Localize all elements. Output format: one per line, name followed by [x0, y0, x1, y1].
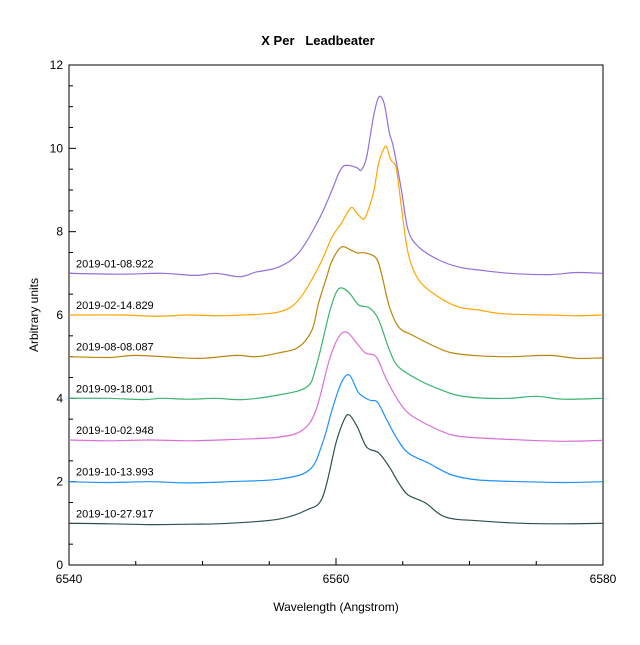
series-label: 2019-02-14.829: [76, 300, 154, 312]
chart-title: X Per Leadbeater: [261, 33, 374, 48]
series-group: 2019-01-08.922 2019-02-14.829 2019-08-08.0…: [68, 95, 604, 526]
series-line-2019-01-08.922: [68, 95, 604, 278]
series-line-2019-10-13.993: [68, 374, 604, 484]
y-tick-label: 8: [56, 225, 63, 239]
y-axis-label: Arbitrary units: [27, 278, 41, 352]
series-label: 2019-08-08.087: [76, 342, 154, 354]
series-line-2019-10-02.948: [68, 331, 604, 442]
y-tick-label: 4: [56, 391, 63, 405]
series-label: 2019-09-18.001: [76, 383, 154, 395]
series-label: 2019-10-27.917: [76, 508, 154, 520]
y-tick-label: 12: [50, 58, 64, 72]
x-tick-label: 6580: [590, 572, 617, 586]
y-tick-label: 0: [56, 558, 63, 572]
series-label: 2019-10-13.993: [76, 467, 154, 479]
y-tick-label: 6: [56, 308, 63, 322]
series-label: 2019-01-08.922: [76, 258, 154, 270]
series-line-2019-08-08.087: [68, 246, 604, 360]
series-line-2019-10-27.917: [68, 414, 604, 526]
axis-ticks: 6540 6560 6580 0 2 4 6 8 10 12: [50, 58, 617, 586]
series-label: 2019-10-02.948: [76, 425, 154, 437]
series-line-2019-09-18.001: [68, 287, 604, 401]
y-tick-label: 2: [56, 475, 63, 489]
y-tick-label: 10: [50, 141, 64, 155]
x-tick-label: 6560: [323, 572, 350, 586]
x-axis-label: Wavelength (Angstrom): [273, 600, 399, 614]
series-line-2019-02-14.829: [68, 145, 604, 317]
x-tick-label: 6540: [56, 572, 83, 586]
